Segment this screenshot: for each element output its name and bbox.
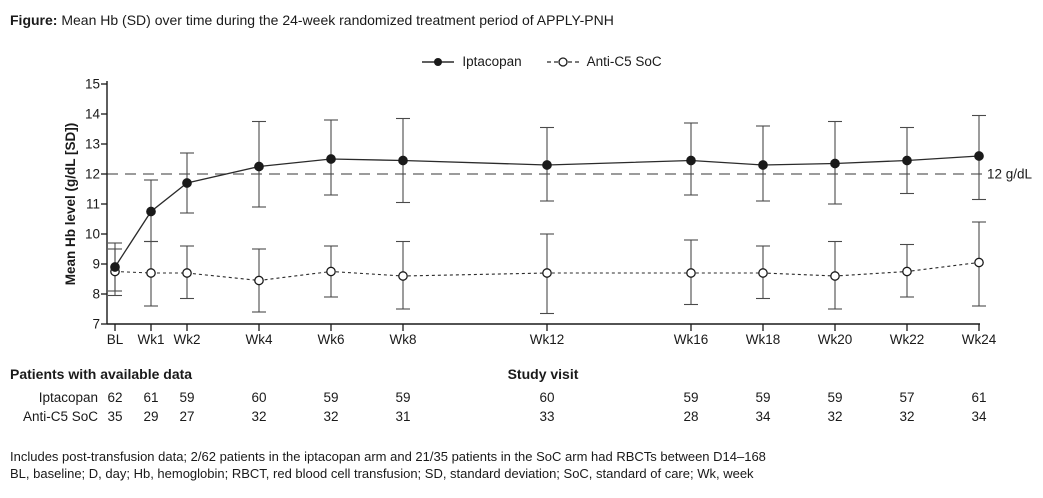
anti-c5-open-circle-dashed-line-icon — [546, 56, 579, 67]
patients-row-anti-c5-soc-count-wk12: 33 — [539, 409, 554, 424]
y-tick-label-11: 11 — [86, 197, 100, 212]
x-tick-label-wk24: Wk24 — [962, 332, 997, 347]
legend-item-anti-c5-soc: Anti-C5 SoC — [546, 54, 662, 69]
x-tick-label-wk8: Wk8 — [390, 332, 417, 347]
reference-line-label: 12 g/dL — [987, 167, 1033, 182]
x-tick-label-bl: BL — [107, 332, 124, 347]
patients-row-anti-c5-soc-count-wk2: 27 — [179, 409, 194, 424]
patients-row-anti-c5-soc-count-wk24: 34 — [971, 409, 987, 424]
chart-legend: Iptacopan Anti-C5 SoC — [0, 54, 1043, 69]
patients-row-iptacopan-count-wk18: 59 — [755, 390, 770, 405]
data-point-iptacopan-wk16 — [686, 155, 696, 166]
x-tick-label-wk16: Wk16 — [674, 332, 709, 347]
data-point-iptacopan-bl — [110, 262, 120, 272]
data-point-iptacopan-wk6 — [326, 154, 336, 164]
y-tick-label-13: 13 — [85, 137, 100, 152]
data-point-anti-c5-soc-wk8 — [398, 271, 408, 281]
patients-row-iptacopan-count-wk16: 59 — [683, 390, 698, 405]
x-tick-label-wk6: Wk6 — [318, 332, 345, 347]
data-point-anti-c5-soc-wk6 — [326, 266, 336, 277]
patients-row-iptacopan-count-wk1: 61 — [143, 390, 158, 405]
patients-table-title: Patients with available data — [10, 366, 193, 382]
data-point-iptacopan-wk22 — [902, 155, 912, 166]
figure-title-prefix: Figure: — [10, 12, 58, 28]
data-point-anti-c5-soc-wk4 — [254, 275, 264, 286]
patients-row-iptacopan-count-wk22: 57 — [899, 390, 914, 405]
patients-row-iptacopan-count-wk6: 59 — [323, 390, 338, 405]
patients-row-iptacopan-count-wk24: 61 — [971, 390, 986, 405]
series-line-iptacopan — [114, 155, 980, 268]
legend-label-iptacopan: Iptacopan — [462, 54, 522, 69]
patients-row-iptacopan-count-bl: 62 — [107, 390, 122, 405]
patients-row-anti-c5-soc-count-wk1: 29 — [143, 409, 158, 424]
data-point-anti-c5-soc-wk24 — [974, 257, 984, 268]
data-point-anti-c5-soc-wk20 — [830, 271, 840, 281]
data-point-iptacopan-wk18 — [758, 160, 768, 170]
data-point-anti-c5-soc-wk12 — [542, 268, 552, 278]
iptacopan-filled-circle-solid-line-icon — [422, 57, 455, 66]
data-point-iptacopan-wk2 — [182, 178, 192, 188]
x-tick-label-wk1: Wk1 — [138, 332, 165, 347]
x-tick-label-wk12: Wk12 — [530, 332, 565, 347]
data-point-iptacopan-wk20 — [830, 158, 840, 169]
data-point-iptacopan-wk4 — [254, 161, 264, 172]
data-point-iptacopan-wk1 — [146, 206, 156, 217]
x-axis-title: Study visit — [507, 366, 579, 382]
y-tick-label-9: 9 — [92, 257, 100, 272]
y-tick-label-14: 14 — [85, 107, 101, 122]
patients-row-iptacopan-count-wk4: 60 — [251, 390, 266, 405]
y-tick-label-8: 8 — [92, 287, 100, 302]
data-point-anti-c5-soc-wk18 — [758, 268, 768, 278]
y-tick-label-12: 12 — [85, 167, 100, 182]
data-point-iptacopan-wk8 — [398, 155, 408, 166]
x-tick-label-wk20: Wk20 — [818, 332, 853, 347]
footnotes: Includes post-transfusion data; 2/62 pat… — [10, 448, 766, 482]
x-tick-label-wk2: Wk2 — [174, 332, 201, 347]
footnote-line-2: BL, baseline; D, day; Hb, hemoglobin; RB… — [10, 466, 754, 481]
patients-row-iptacopan-count-wk2: 59 — [179, 390, 194, 405]
patients-row-iptacopan-count-wk20: 59 — [827, 390, 842, 405]
data-point-anti-c5-soc-wk2 — [182, 268, 192, 278]
patients-row-anti-c5-soc-count-wk6: 32 — [323, 409, 338, 424]
legend-label-anti-c5-soc: Anti-C5 SoC — [586, 54, 662, 69]
x-tick-label-wk4: Wk4 — [246, 332, 273, 347]
patients-row-iptacopan-label: Iptacopan — [39, 390, 98, 405]
y-axis-title: Mean Hb level (g/dL [SD]) — [63, 123, 78, 286]
data-point-iptacopan-wk12 — [542, 160, 552, 170]
patients-row-iptacopan-count-wk8: 59 — [395, 390, 410, 405]
x-tick-label-wk22: Wk22 — [890, 332, 925, 347]
series-line-anti-c5-soc — [114, 261, 980, 282]
patients-row-anti-c5-soc-count-wk4: 32 — [251, 409, 266, 424]
patients-row-anti-c5-soc-label: Anti-C5 SoC — [23, 409, 98, 424]
x-tick-label-wk18: Wk18 — [746, 332, 781, 347]
data-point-iptacopan-wk24 — [974, 151, 984, 161]
legend-item-iptacopan: Iptacopan — [421, 54, 522, 69]
patients-row-iptacopan-count-wk12: 60 — [539, 390, 554, 405]
data-point-anti-c5-soc-wk22 — [902, 266, 912, 277]
y-tick-label-10: 10 — [85, 227, 100, 242]
y-tick-label-15: 15 — [85, 77, 100, 92]
patients-row-anti-c5-soc-count-wk22: 32 — [899, 409, 914, 424]
data-point-anti-c5-soc-wk1 — [146, 268, 156, 278]
footnote-line-1: Includes post-transfusion data; 2/62 pat… — [10, 449, 766, 464]
data-point-anti-c5-soc-wk16 — [686, 268, 696, 278]
figure-title-text: Mean Hb (SD) over time during the 24-wee… — [57, 12, 614, 28]
patients-row-anti-c5-soc-count-wk18: 34 — [755, 409, 771, 424]
patients-row-anti-c5-soc-count-wk20: 32 — [827, 409, 842, 424]
patients-row-anti-c5-soc-count-wk8: 31 — [395, 409, 410, 424]
patients-row-anti-c5-soc-count-bl: 35 — [107, 409, 122, 424]
patients-row-anti-c5-soc-count-wk16: 28 — [683, 409, 698, 424]
y-tick-label-7: 7 — [92, 317, 100, 332]
figure-title: Figure: Mean Hb (SD) over time during th… — [10, 12, 614, 28]
